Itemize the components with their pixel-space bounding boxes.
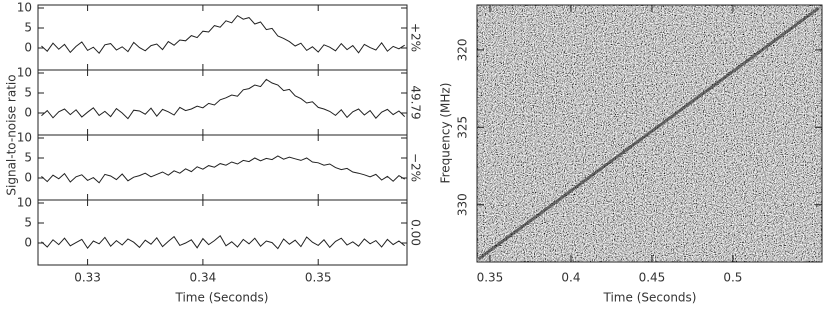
series-label: −2%: [409, 153, 423, 182]
y-tick-label: 10: [17, 131, 32, 145]
signal-trace: [41, 78, 406, 120]
x-tick-label: 0.35: [305, 271, 332, 285]
y-tick-label: 0: [24, 236, 32, 250]
y-tick-label: 10: [17, 196, 32, 210]
x-axis-label: Time (Seconds): [603, 291, 697, 305]
y-tick-label: 5: [24, 216, 32, 230]
y-tick-label: 5: [24, 21, 32, 35]
series-label: +2%: [409, 23, 423, 52]
signal-trace: [41, 235, 406, 250]
y-tick-label: 320: [456, 38, 470, 61]
x-tick-label: 0.35: [477, 271, 504, 285]
y-tick-label: 330: [456, 193, 470, 216]
dispersion-track: [477, 6, 820, 261]
y-tick-label: 325: [456, 116, 470, 139]
signal-trace: [41, 155, 405, 184]
y-tick-label: 10: [17, 66, 32, 80]
signal-trace: [41, 14, 405, 54]
x-axis-label: Time (Seconds): [175, 291, 269, 305]
y-tick-label: 5: [24, 151, 32, 165]
y-tick-label: 0: [24, 41, 32, 55]
y-axis-label: Frequency (MHz): [439, 83, 453, 184]
x-tick-label: 0.4: [561, 271, 580, 285]
y-axis-label: Signal-to-noise ratio: [5, 74, 19, 195]
y-tick-label: 0: [24, 171, 32, 185]
x-tick-label: 0.45: [639, 271, 666, 285]
series-label: 49.79: [409, 85, 423, 119]
y-tick-label: 0: [24, 106, 32, 120]
x-tick-label: 0.34: [190, 271, 217, 285]
panel-frame: [37, 199, 408, 266]
x-tick-label: 0.33: [74, 271, 101, 285]
plot-frame: [476, 4, 823, 263]
panel-frame: [37, 4, 408, 71]
series-label: 0.00: [409, 219, 423, 246]
panel-frame: [37, 69, 408, 136]
x-tick-label: 0.5: [723, 271, 742, 285]
y-tick-label: 5: [24, 86, 32, 100]
y-tick-label: 10: [17, 1, 32, 15]
panel-frame: [37, 134, 408, 201]
